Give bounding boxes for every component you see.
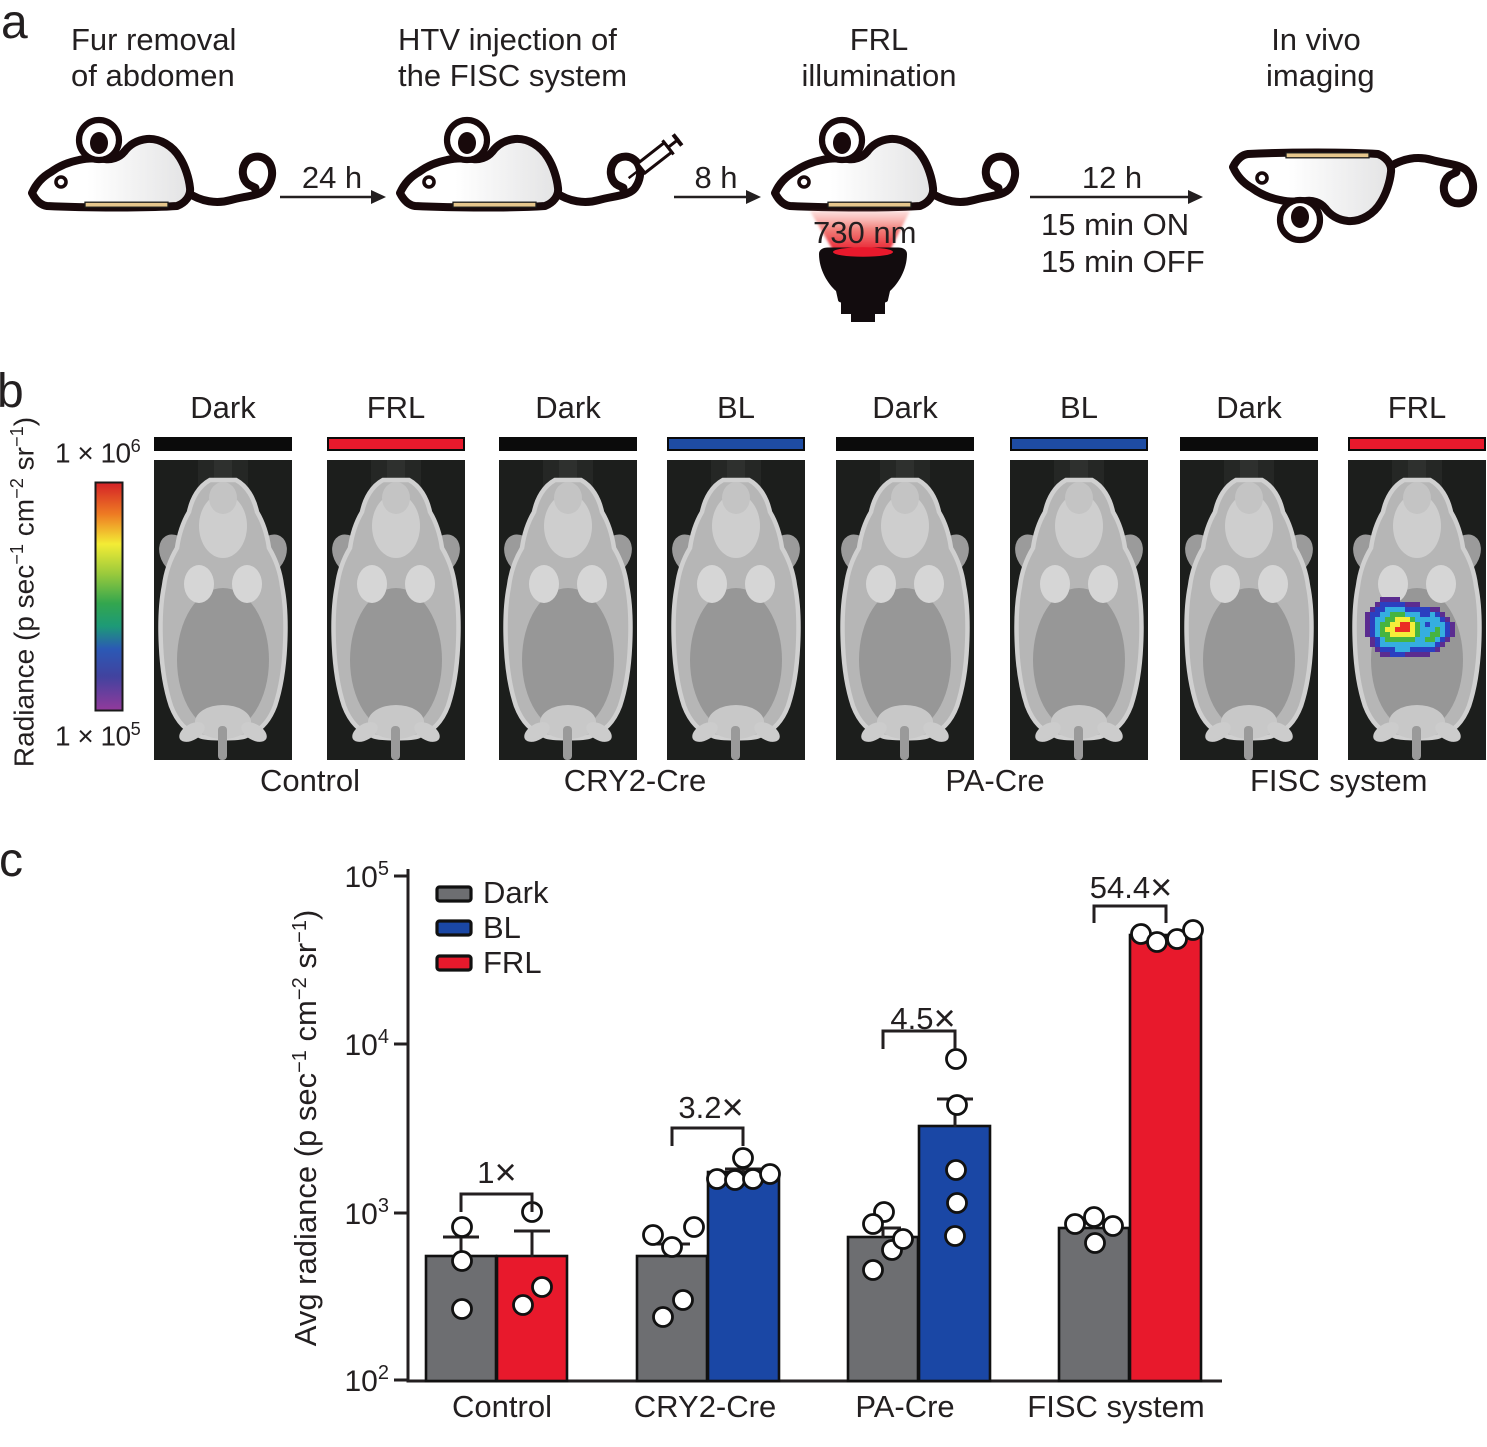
svg-text:105: 105 [345,858,390,894]
svg-text:FISC system: FISC system [1027,1389,1204,1424]
svg-text:BL: BL [483,910,521,945]
svg-text:Control: Control [452,1389,552,1424]
svg-text:12 h: 12 h [1082,160,1142,195]
svg-text:54.4×: 54.4× [1090,867,1173,909]
svg-text:Dark: Dark [483,875,549,910]
svg-text:CRY2-Cre: CRY2-Cre [634,1389,776,1424]
svg-text:3.2×: 3.2× [678,1087,743,1129]
svg-text:104: 104 [345,1026,390,1062]
svg-text:24 h: 24 h [302,160,362,195]
svg-text:1×: 1× [477,1152,516,1194]
svg-text:103: 103 [345,1195,390,1231]
svg-text:FRL: FRL [483,945,542,980]
svg-text:4.5×: 4.5× [890,998,955,1040]
svg-text:8 h: 8 h [694,160,737,195]
svg-text:PA-Cre: PA-Cre [855,1389,954,1424]
svg-text:Avg radiance (p sec−1 cm−2 sr−: Avg radiance (p sec−1 cm−2 sr−1) [288,910,323,1347]
svg-text:102: 102 [345,1362,390,1398]
